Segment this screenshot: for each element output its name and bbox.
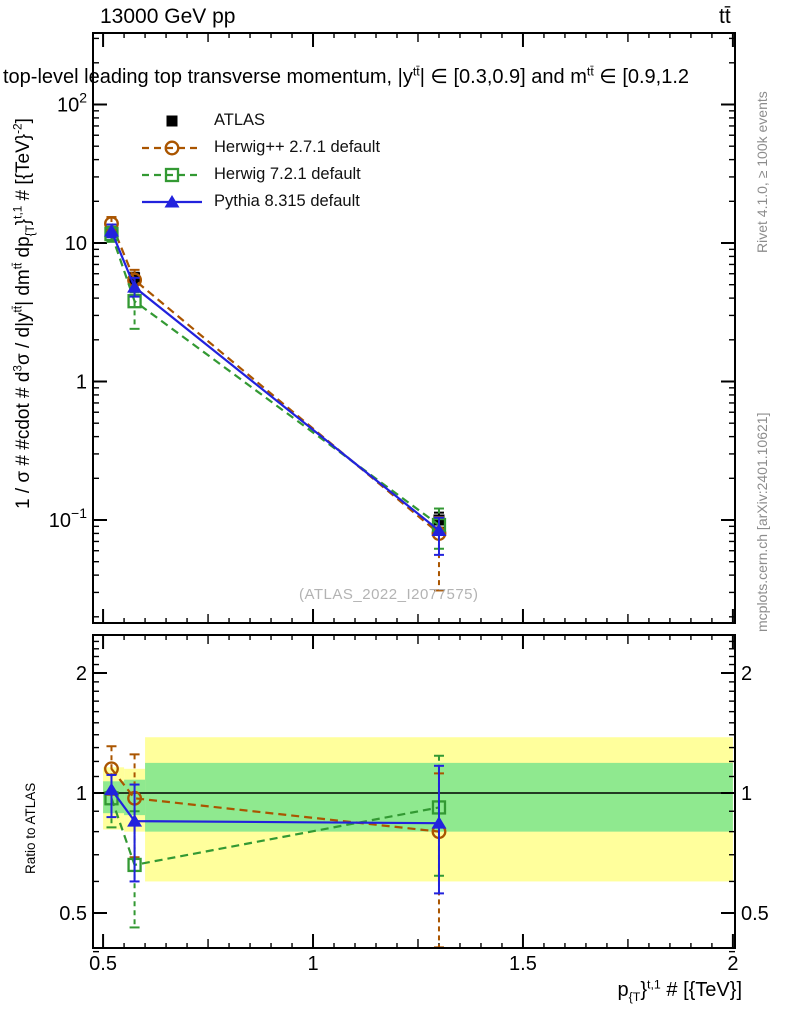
legend-label: ATLAS [214, 111, 266, 129]
x-tick-label: 1.5 [509, 953, 537, 975]
legend-item-atlas: ATLAS [141, 107, 380, 134]
label-segment: # [{TeV} [13, 133, 34, 206]
series-herwig-7-2-1-default-line [110, 233, 440, 526]
label-segment: tt̄ [11, 262, 25, 270]
legend-marker-glyph [166, 115, 178, 126]
rivet-version-label: Rivet 4.1.0, ≥ 100k events [754, 91, 770, 253]
legend-marker-shape [164, 167, 180, 182]
series-pythia-8-315-default-marker [127, 814, 143, 827]
label-segment: {T [628, 990, 641, 1004]
legend-label: Herwig++ 2.7.1 default [214, 138, 381, 156]
legend-marker-pythia-8-315-default [142, 194, 202, 207]
series-pythia-8-315-default-marker [127, 280, 143, 293]
series-pythia-8-315-default-ratio [103, 764, 447, 895]
label-segment: dp [13, 236, 34, 263]
legend-item-herwig-7-2-1-default: Herwig 7.2.1 default [141, 161, 380, 188]
legend-item-herwig-2-7-1-default: Herwig++ 2.7.1 default [141, 134, 380, 161]
label-segment: tt̄ [412, 64, 420, 79]
series-pythia-8-315-default-marker [103, 782, 119, 796]
label-segment: } [640, 979, 648, 1001]
beam-energy-label: 13000 GeV pp [100, 5, 236, 28]
legend-marker-shape [166, 115, 178, 126]
label-segment: σ / d|y [13, 312, 34, 366]
label-segment: tt̄ [586, 64, 594, 79]
legend-marker-shape [164, 140, 180, 155]
label-segment: -2 [11, 123, 25, 134]
series-herwig-2-7-1-default-main [104, 216, 447, 592]
legend-label: Pythia 8.315 default [214, 192, 360, 210]
main-y-axis-label: 1 / σ # #cdot # d3σ / d|ytt̄| dmtt̄ dp{T… [11, 118, 37, 509]
legend-marker-glyph [164, 167, 180, 182]
label-segment: t,1 [11, 205, 25, 219]
legend-marker-herwig-7-2-1-default [142, 167, 202, 182]
legend-item-pythia-8-315-default: Pythia 8.315 default [141, 188, 380, 215]
legend-marker-glyph [164, 194, 180, 207]
label-segment: t,1 [647, 977, 661, 992]
label-segment: {T [23, 225, 37, 237]
label-segment: | dm [13, 269, 34, 306]
mcplots-reference-label: mcplots.cern.ch [arXiv:2401.10621] [754, 412, 770, 632]
label-segment: ] [13, 118, 34, 124]
legend-marker-shape [164, 194, 180, 207]
series-herwig-2-7-1-default-line [110, 768, 440, 833]
main-y-tick-label: 10−1 [49, 505, 87, 532]
label-segment: top-level leading top transverse momentu… [3, 66, 413, 88]
label-segment: 1 / σ # #cdot # d [13, 371, 34, 509]
ratio-bands [103, 737, 733, 882]
main-y-tick-label: 1 [76, 372, 87, 394]
label-segment: } [13, 218, 34, 226]
ratio-y-tick-label-right: 1 [741, 783, 752, 805]
ratio-y-tick-label-left: 2 [76, 663, 87, 685]
main-panel-frame [92, 32, 736, 624]
series-atlas-main [105, 226, 445, 529]
x-tick-label: 2 [727, 953, 738, 975]
main-y-tick-label: 102 [57, 90, 87, 117]
legend-marker-herwig-2-7-1-default [142, 140, 202, 155]
ratio-panel-frame [92, 634, 736, 949]
process-label: tt̄ [719, 5, 731, 28]
ratio-y-tick-label-left: 1 [76, 783, 87, 805]
label-segment: 3 [11, 365, 25, 372]
main-y-tick-label: 10 [65, 233, 87, 255]
label-segment: ∈ [0.9,1.2 [593, 66, 690, 88]
series-pythia-8-315-default-marker [431, 816, 447, 829]
series-pythia-8-315-default-main [103, 223, 447, 556]
legend-marker-atlas [166, 115, 178, 126]
series-herwig-7-2-1-default-main [104, 225, 447, 550]
label-segment: tt̄ [11, 305, 25, 313]
ratio-y-tick-label-right: 2 [741, 663, 752, 685]
x-tick-label: 1 [307, 953, 318, 975]
label-segment: # [{TeV}] [660, 979, 742, 1001]
label-segment: p [617, 979, 629, 1001]
x-axis-label: p{T}t,1 # [{TeV}] [617, 977, 742, 1004]
legend-marker-glyph [164, 140, 180, 155]
series-herwig-2-7-1-default-line [110, 223, 440, 535]
ratio-y-tick-label-right: 0.5 [741, 903, 769, 925]
legend: ATLAS Herwig++ 2.7.1 default Herwig 7.2.1 … [141, 107, 380, 215]
series-pythia-8-315-default-line [110, 230, 440, 532]
ratio-y-tick-label-left: 0.5 [59, 903, 87, 925]
ratio-y-axis-label: Ratio to ATLAS [23, 782, 38, 874]
plot-title: top-level leading top transverse momentu… [3, 64, 689, 89]
series-pythia-8-315-default-marker [431, 523, 447, 536]
label-segment: | ∈ [0.3,0.9] and m [419, 66, 587, 88]
analysis-id-watermark: (ATLAS_2022_I2077575) [299, 586, 479, 603]
legend-label: Herwig 7.2.1 default [214, 165, 361, 183]
x-tick-label: 0.5 [89, 953, 117, 975]
series-pythia-8-315-default-marker [103, 224, 119, 237]
